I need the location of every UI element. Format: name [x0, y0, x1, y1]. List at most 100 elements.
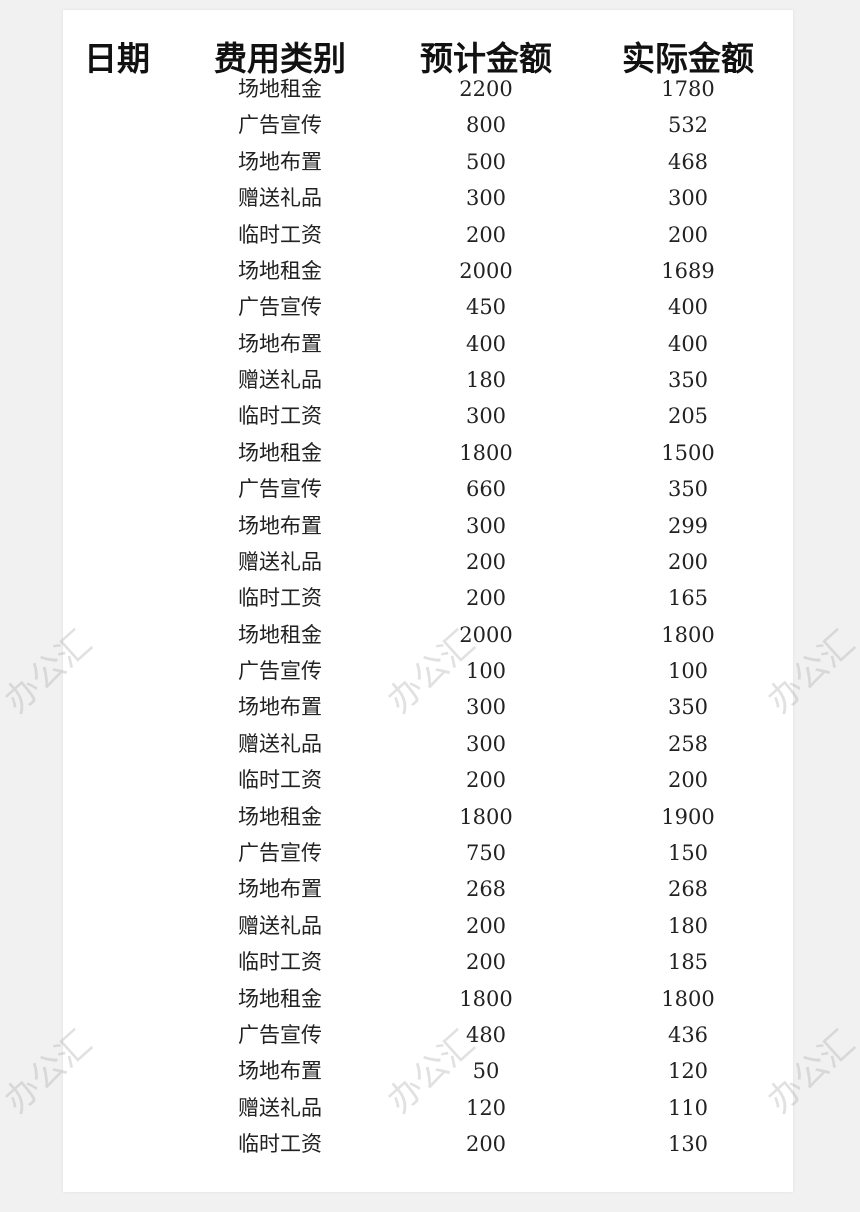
- estimated-amount-cell: 2000: [459, 622, 513, 647]
- estimated-amount-cell: 660: [465, 477, 507, 502]
- table-row: 场地布置 300 299: [63, 508, 793, 544]
- estimated-amount-cell: 2000: [459, 258, 513, 283]
- category-cell: 临时工资: [238, 1132, 322, 1157]
- table-row: 场地租金 2000 1800: [63, 617, 793, 653]
- category-cell: 场地布置: [238, 331, 322, 356]
- category-cell: 临时工资: [238, 222, 322, 247]
- table-row: 临时工资 200 185: [63, 944, 793, 980]
- table-row: 广告宣传 800 532: [63, 107, 793, 143]
- table-row: 赠送礼品 300 258: [63, 726, 793, 762]
- estimated-amount-cell: 200: [465, 549, 507, 574]
- category-cell: 赠送礼品: [238, 913, 322, 938]
- category-cell: 赠送礼品: [238, 1095, 322, 1120]
- category-cell: 广告宣传: [238, 1022, 322, 1047]
- estimated-amount-cell: 300: [465, 513, 507, 538]
- actual-amount-cell: 200: [667, 222, 709, 247]
- actual-amount-cell: 350: [667, 695, 709, 720]
- table-row: 赠送礼品 180 350: [63, 362, 793, 398]
- estimated-amount-cell: 200: [465, 222, 507, 247]
- actual-amount-cell: 165: [667, 586, 709, 611]
- table-row: 场地租金 2200 1780: [63, 71, 793, 107]
- category-cell: 临时工资: [238, 768, 322, 793]
- table-row: 场地租金 2000 1689: [63, 253, 793, 289]
- actual-amount-cell: 200: [667, 549, 709, 574]
- actual-amount-cell: 1800: [661, 622, 715, 647]
- header-date: 日期: [84, 39, 150, 78]
- actual-amount-cell: 268: [667, 877, 709, 902]
- estimated-amount-cell: 268: [465, 877, 507, 902]
- estimated-amount-cell: 400: [465, 331, 507, 356]
- category-cell: 临时工资: [238, 586, 322, 611]
- category-cell: 广告宣传: [238, 659, 322, 684]
- table-row: 场地布置 268 268: [63, 871, 793, 907]
- estimated-amount-cell: 300: [465, 731, 507, 756]
- category-cell: 广告宣传: [238, 477, 322, 502]
- actual-amount-cell: 300: [667, 186, 709, 211]
- category-cell: 赠送礼品: [238, 368, 322, 393]
- actual-amount-cell: 200: [667, 768, 709, 793]
- actual-amount-cell: 436: [667, 1022, 709, 1047]
- estimated-amount-cell: 200: [465, 1132, 507, 1157]
- actual-amount-cell: 1500: [661, 440, 715, 465]
- table-row: 广告宣传 100 100: [63, 653, 793, 689]
- actual-amount-cell: 400: [667, 331, 709, 356]
- estimated-amount-cell: 300: [465, 695, 507, 720]
- actual-amount-cell: 532: [667, 113, 709, 138]
- table-row: 场地布置 500 468: [63, 144, 793, 180]
- table-row: 场地布置 400 400: [63, 326, 793, 362]
- estimated-amount-cell: 200: [465, 913, 507, 938]
- estimated-amount-cell: 200: [465, 950, 507, 975]
- estimated-amount-cell: 2200: [459, 77, 513, 101]
- table-row: 场地布置 300 350: [63, 689, 793, 725]
- estimated-amount-cell: 750: [465, 840, 507, 865]
- category-cell: 赠送礼品: [238, 549, 322, 574]
- category-cell: 场地布置: [238, 1059, 322, 1084]
- table-row: 临时工资 200 200: [63, 217, 793, 253]
- actual-amount-cell: 1900: [661, 804, 715, 829]
- estimated-amount-cell: 300: [465, 186, 507, 211]
- estimated-amount-cell: 1800: [459, 804, 513, 829]
- category-cell: 临时工资: [238, 404, 322, 429]
- actual-amount-cell: 120: [667, 1059, 709, 1084]
- table-row: 临时工资 200 130: [63, 1126, 793, 1162]
- actual-amount-cell: 130: [667, 1132, 709, 1157]
- header-actual-amount: 实际金额: [622, 39, 754, 78]
- estimated-amount-cell: 300: [465, 404, 507, 429]
- estimated-amount-cell: 200: [465, 768, 507, 793]
- estimated-amount-cell: 500: [465, 149, 507, 174]
- category-cell: 场地租金: [238, 258, 322, 283]
- estimated-amount-cell: 800: [465, 113, 507, 138]
- estimated-amount-cell: 1800: [459, 986, 513, 1011]
- actual-amount-cell: 350: [667, 477, 709, 502]
- estimated-amount-cell: 1800: [459, 440, 513, 465]
- actual-amount-cell: 110: [667, 1095, 709, 1120]
- category-cell: 临时工资: [238, 950, 322, 975]
- actual-amount-cell: 350: [667, 368, 709, 393]
- actual-amount-cell: 180: [667, 913, 709, 938]
- category-cell: 广告宣传: [238, 295, 322, 320]
- estimated-amount-cell: 100: [465, 659, 507, 684]
- category-cell: 场地租金: [238, 986, 322, 1011]
- table-row: 赠送礼品 200 200: [63, 544, 793, 580]
- category-cell: 广告宣传: [238, 113, 322, 138]
- estimated-amount-cell: 180: [465, 368, 507, 393]
- category-cell: 场地布置: [238, 513, 322, 538]
- category-cell: 场地租金: [238, 440, 322, 465]
- table-row: 赠送礼品 300 300: [63, 180, 793, 216]
- table-row: 临时工资 200 165: [63, 580, 793, 616]
- table-row: 场地租金 1800 1500: [63, 435, 793, 471]
- estimated-amount-cell: 50: [472, 1059, 500, 1084]
- category-cell: 场地租金: [238, 804, 322, 829]
- actual-amount-cell: 400: [667, 295, 709, 320]
- category-cell: 场地租金: [238, 622, 322, 647]
- actual-amount-cell: 100: [667, 659, 709, 684]
- estimated-amount-cell: 480: [465, 1022, 507, 1047]
- actual-amount-cell: 468: [667, 149, 709, 174]
- category-cell: 赠送礼品: [238, 731, 322, 756]
- category-cell: 赠送礼品: [238, 186, 322, 211]
- actual-amount-cell: 185: [667, 950, 709, 975]
- header-category: 费用类别: [214, 39, 346, 78]
- category-cell: 场地布置: [238, 877, 322, 902]
- table-row: 临时工资 300 205: [63, 398, 793, 434]
- table-row: 赠送礼品 120 110: [63, 1090, 793, 1126]
